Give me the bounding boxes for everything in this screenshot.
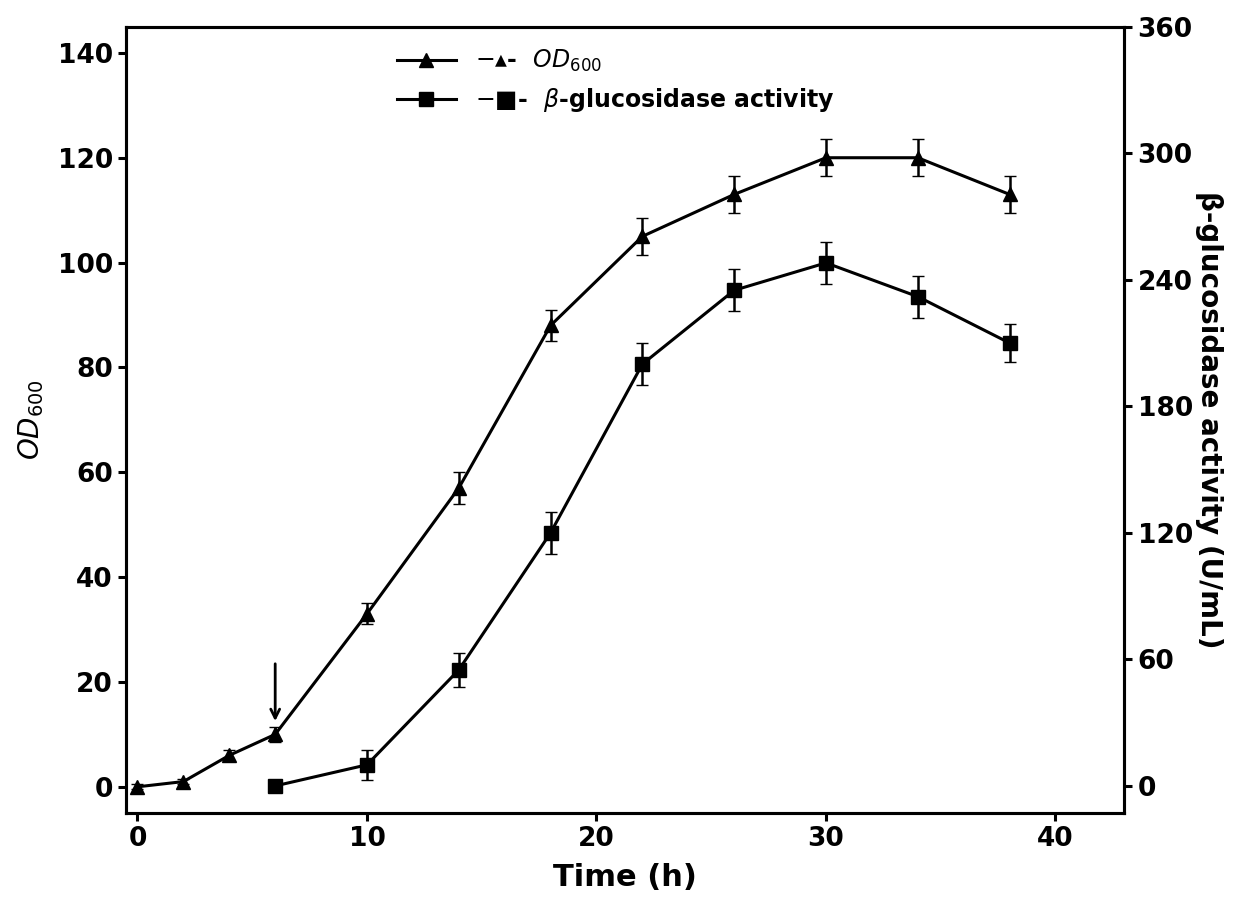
Legend: $-\blacktriangle$-  $\mathit{OD}_{600}$, $-\blacksquare$-  $\beta$-glucosidase a: $-\blacktriangle$- $\mathit{OD}_{600}$, … — [387, 38, 844, 124]
Y-axis label: $OD_{600}$: $OD_{600}$ — [16, 379, 46, 460]
X-axis label: Time (h): Time (h) — [553, 864, 697, 893]
Y-axis label: β-glucosidase activity (U/mL): β-glucosidase activity (U/mL) — [1195, 191, 1224, 649]
